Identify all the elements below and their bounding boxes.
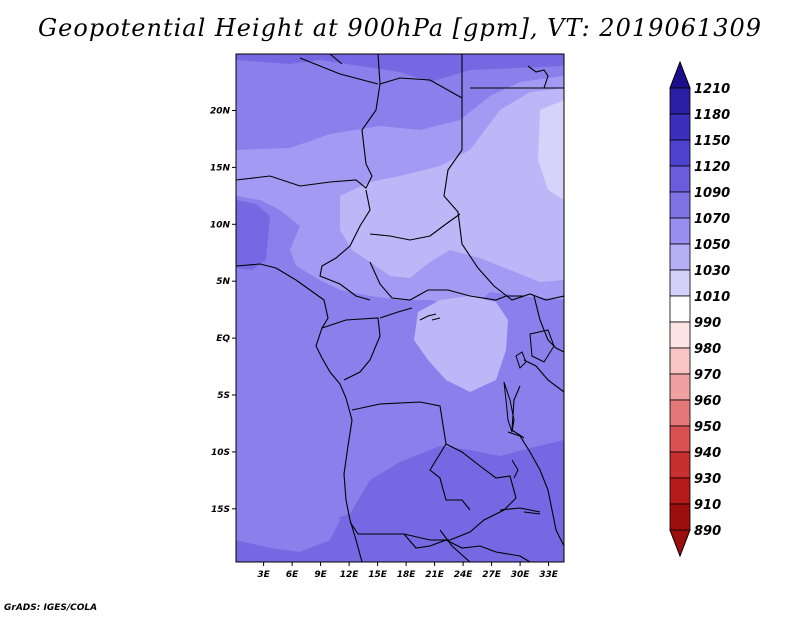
lon-label: 6E	[286, 570, 299, 580]
lon-label: 21E	[425, 570, 445, 580]
colorbar-label: 930	[694, 472, 721, 487]
lat-label: 20N	[210, 107, 231, 117]
colorbar-label: 1150	[694, 134, 730, 149]
lat-label: 15N	[210, 163, 231, 173]
colorbar-top-arrow	[669, 60, 691, 89]
colorbar-label: 890	[694, 524, 721, 539]
colorbar-box	[669, 503, 691, 531]
colorbar: 1210 1180 1150 1120 1090 1070 1050 1030 1010 990 9…	[669, 60, 730, 558]
colorbar-bottom-arrow	[669, 529, 691, 558]
colorbar-box	[669, 451, 691, 479]
country-borders	[236, 54, 564, 562]
lat-label: EQ	[216, 334, 230, 344]
colorbar-label: 1050	[694, 238, 730, 253]
colorbar-label: 980	[694, 342, 721, 357]
colorbar-label: 990	[694, 316, 721, 331]
colorbar-box	[669, 165, 691, 193]
colorbar-box	[669, 113, 691, 141]
colorbar-label: 1180	[694, 108, 730, 123]
colorbar-box	[669, 295, 691, 323]
lon-label: 27E	[482, 570, 502, 580]
region-1070-southwest	[236, 470, 340, 552]
colorbar-box	[669, 139, 691, 167]
colorbar-box	[669, 87, 691, 115]
lon-label: 15E	[368, 570, 388, 580]
lat-label: 10N	[210, 220, 231, 230]
colorbar-label: 1070	[694, 212, 730, 227]
region-1030-sahel	[340, 88, 564, 282]
region-1090-north	[236, 54, 564, 82]
colorbar-label: 950	[694, 420, 721, 435]
colorbar-box	[669, 269, 691, 297]
colorbar-label: 1010	[694, 290, 730, 305]
region-1030-congo	[414, 296, 508, 392]
colorbar-box	[669, 477, 691, 505]
colorbar-box	[669, 191, 691, 219]
chart-title: Geopotential Height at 900hPa [gpm], VT:…	[38, 14, 762, 42]
region-1010-east	[538, 100, 564, 200]
lon-label: 12E	[340, 570, 360, 580]
lat-label: 5N	[216, 277, 230, 287]
colorbar-box	[669, 399, 691, 427]
colorbar-box	[669, 347, 691, 375]
lakes	[419, 313, 555, 515]
colorbar-label: 960	[694, 394, 721, 409]
colorbar-label: 910	[694, 498, 721, 513]
map-frame	[235, 53, 565, 563]
lon-label: 9E	[314, 570, 327, 580]
colorbar-label: 940	[694, 446, 721, 461]
credit-text: GrADS: IGES/COLA	[4, 603, 98, 613]
lon-label: 30E	[511, 570, 531, 580]
colorbar-box	[669, 243, 691, 271]
latitude-axis: 20N 15N 10N 5N EQ 5S 10S 15S	[210, 107, 236, 515]
lat-label: 15S	[211, 505, 230, 515]
region-1090-west	[236, 200, 270, 270]
colorbar-label: 1210	[694, 82, 730, 97]
colorbar-box	[669, 321, 691, 349]
colorbar-label: 1090	[694, 186, 730, 201]
colorbar-box	[669, 425, 691, 453]
lon-label: 24E	[454, 570, 474, 580]
lat-label: 10S	[211, 448, 230, 458]
colorbar-box	[669, 373, 691, 401]
lon-label: 33E	[539, 570, 559, 580]
lon-label: 3E	[257, 570, 270, 580]
colorbar-box	[669, 217, 691, 245]
lon-label: 18E	[397, 570, 417, 580]
lat-label: 5S	[217, 391, 230, 401]
colorbar-label: 1120	[694, 160, 730, 175]
height-field	[236, 54, 564, 562]
colorbar-label: 1030	[694, 264, 730, 279]
longitude-axis: 3E 6E 9E 12E 15E 18E 21E 24E 27E 30E 33E	[257, 562, 559, 580]
colorbar-label: 970	[694, 368, 721, 383]
